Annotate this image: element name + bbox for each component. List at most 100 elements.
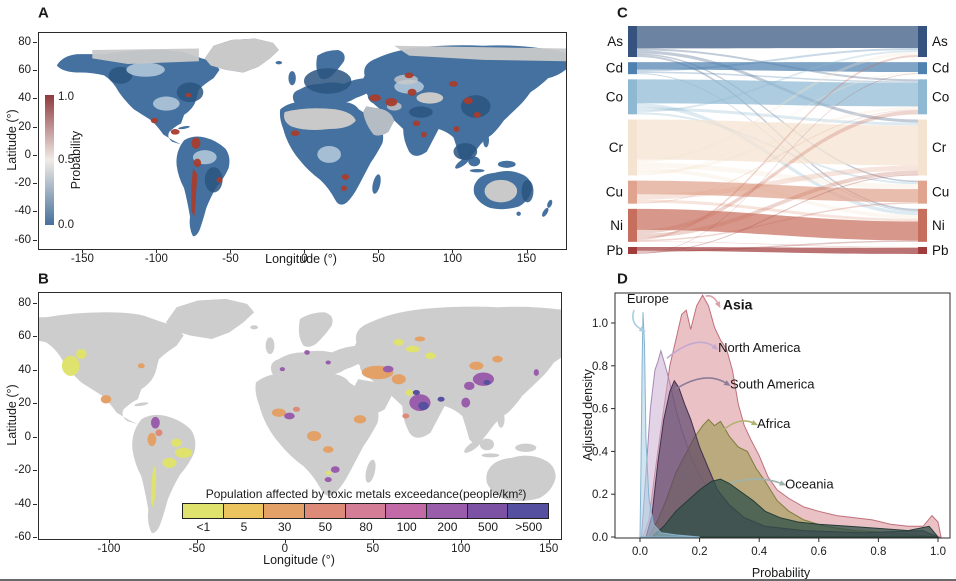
legend-swatch — [466, 503, 509, 519]
node-label-left-Cu: Cu — [606, 185, 623, 200]
y-tick-label: 1.0 — [592, 318, 608, 330]
y-tick-label: -20 — [14, 177, 31, 190]
y-tick-label: -60 — [14, 530, 31, 543]
flow-Cu-Ni — [637, 199, 918, 222]
flow-Pb-Pb — [637, 247, 918, 254]
y-tick-label: 0 — [24, 430, 31, 443]
legend-swatch — [385, 503, 428, 519]
node-right-Cu — [918, 180, 927, 204]
annotation-arrowhead — [714, 301, 721, 309]
metal-sankey: As As Cd Cd Co Co Cr Cr Cu Cu Ni Ni Pb Pb — [606, 26, 949, 258]
node-left-Cd — [628, 62, 637, 75]
y-tick — [33, 154, 37, 156]
y-tick-label: 0.6 — [592, 404, 608, 416]
y-tick — [33, 536, 37, 538]
y-tick-label: -20 — [14, 464, 31, 477]
density-oceania — [650, 478, 940, 538]
flow-Co-Cr — [637, 107, 918, 126]
y-tick — [33, 336, 37, 338]
legend-bin-label: 50 — [318, 520, 333, 534]
annotation-arrow — [730, 478, 782, 485]
flow-Pb-Cr — [637, 174, 918, 254]
x-tick-label: 1.0 — [930, 546, 946, 558]
legend-swatch — [507, 503, 550, 519]
x-tick — [230, 249, 232, 253]
node-left-Co — [628, 79, 637, 115]
annotation-arrow — [705, 295, 719, 305]
flow-Cr-As — [637, 52, 918, 163]
y-tick-label: 60 — [18, 330, 31, 343]
y-tick-label: 80 — [18, 296, 31, 309]
flow-Ni-Cu — [637, 202, 918, 242]
y-tick-label: 20 — [18, 120, 31, 133]
hotspots-a — [150, 72, 481, 217]
flow-Pb-Ni — [637, 240, 918, 253]
no-data-regions-a — [92, 38, 566, 203]
node-left-As — [628, 26, 637, 57]
flow-Ni-Co — [637, 110, 918, 234]
flow-Cu-Cr — [637, 165, 918, 200]
x-tick-label: 50 — [372, 253, 385, 265]
legend-bin-label: >500 — [515, 520, 543, 534]
legend-bin-label: 5 — [240, 520, 248, 534]
legend-bin-label: 100 — [396, 520, 417, 534]
node-left-Cr — [628, 119, 637, 176]
flow-Ni-Pb — [637, 241, 918, 248]
flow-Cu-Co — [637, 109, 918, 204]
x-tick-label: 150 — [539, 543, 559, 555]
y-tick-label: -40 — [14, 205, 31, 218]
flow-Co-Co — [637, 79, 918, 107]
legend-swatch — [182, 503, 224, 519]
y-tick-label: 40 — [18, 363, 31, 376]
x-tick — [284, 539, 286, 543]
y-tick — [33, 70, 37, 72]
y-tick — [33, 41, 37, 43]
colorbar-tick-mid: 0.5 — [58, 154, 74, 166]
figure-bottom-rule — [0, 579, 956, 581]
probability-colorbar — [45, 95, 54, 225]
x-tick — [526, 249, 528, 253]
x-tick — [372, 539, 374, 543]
annotation-north-america: North America — [718, 340, 801, 355]
node-right-Pb — [918, 247, 927, 254]
x-tick-label: -100 — [144, 253, 168, 265]
annotation-europe: Europe — [627, 291, 669, 306]
node-label-right-Cu: Cu — [932, 185, 949, 200]
y-tick-label: 80 — [18, 35, 31, 48]
x-tick-label: 0.2 — [692, 546, 708, 558]
y-tick-label: -60 — [14, 233, 31, 246]
legend-swatch — [263, 503, 306, 519]
colorbar-tick-max: 1.0 — [58, 91, 74, 103]
annotation-arrowhead — [723, 380, 731, 387]
flow-Ni-Ni — [637, 208, 918, 241]
y-tick-label: 20 — [18, 397, 31, 410]
x-tick-label: 50 — [366, 543, 380, 555]
annotation-arrow — [720, 420, 754, 433]
y-tick — [33, 211, 37, 213]
legend-title: Population affected by toxic metals exce… — [205, 487, 527, 501]
density-europe — [639, 312, 700, 538]
x-tick-label: 100 — [451, 543, 471, 555]
plot-frame — [614, 292, 951, 539]
x-tick — [108, 539, 110, 543]
node-right-Cr — [918, 119, 927, 176]
panel-c-letter: C — [617, 4, 628, 22]
node-label-right-Cd: Cd — [932, 61, 949, 76]
flow-Cr-Co — [637, 106, 918, 175]
annotation-arrowhead — [711, 343, 719, 350]
annotation-arrowhead — [750, 419, 759, 426]
legend-swatch — [222, 503, 265, 519]
flow-Cr-Cu — [637, 162, 918, 190]
node-label-left-As: As — [607, 34, 623, 49]
y-tick — [33, 183, 37, 185]
annotation-arrowhead — [638, 326, 646, 332]
x-tick-label: 0 — [301, 253, 308, 265]
y-tick — [33, 239, 37, 241]
node-label-right-Ni: Ni — [932, 218, 945, 233]
annotation-arrow — [632, 309, 642, 331]
legend-swatches — [182, 503, 550, 519]
y-tick-label: 40 — [18, 92, 31, 105]
x-tick-label: 100 — [442, 253, 463, 265]
flow-Ni-Cr — [637, 170, 918, 238]
flow-Cr-Cr — [637, 119, 918, 166]
